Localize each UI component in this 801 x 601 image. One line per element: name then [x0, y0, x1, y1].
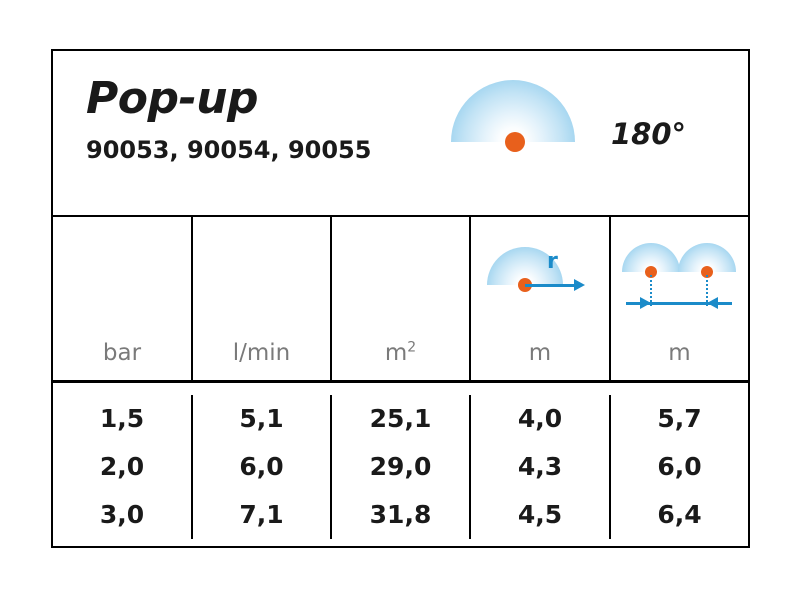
cell-lmin: 6,0: [191, 442, 330, 491]
table-row: 2,0 6,0 29,0 4,3 6,0: [53, 442, 748, 491]
spray-angle-label: 180°: [611, 117, 687, 151]
radius-arrow-line: [525, 284, 577, 287]
header-area-superscript: 2: [407, 339, 417, 356]
spacing-icon-holder: [611, 235, 748, 323]
cell-radius: 4,0: [469, 394, 609, 443]
spacing-arrow-right-icon: [706, 297, 718, 309]
value-bar: 1,5: [99, 403, 145, 433]
cell-area: 29,0: [330, 442, 469, 491]
spec-table: bar l/min m2 r: [53, 217, 748, 546]
header-cell-area: m2: [330, 217, 469, 380]
product-codes: 90053, 90054, 90055: [86, 136, 372, 164]
value-spacing: 6,0: [657, 451, 702, 481]
value-area: 25,1: [369, 403, 432, 433]
semicircle-180-spray-icon: [451, 80, 575, 142]
header-cell-bar: bar: [53, 217, 191, 380]
value-spacing: 5,7: [657, 403, 702, 433]
title-text-block: Pop-up 90053, 90054, 90055: [86, 73, 371, 165]
header-label-bar: bar: [102, 340, 142, 366]
cell-spacing: 6,4: [609, 490, 748, 539]
header-cell-spacing: m: [609, 217, 748, 380]
cell-bar: 3,0: [53, 491, 191, 539]
value-spacing: 6,4: [657, 499, 702, 529]
cell-spacing: 5,7: [609, 394, 748, 443]
spacing-nozzle-dot-left-icon: [644, 266, 657, 278]
product-spec-card: Pop-up 90053, 90054, 90055 180° bar l/mi…: [51, 49, 750, 548]
radius-icon-holder: r: [471, 235, 609, 323]
cell-radius: 4,3: [469, 442, 609, 491]
page-title: Pop-up: [86, 73, 259, 124]
table-header-row: bar l/min m2 r: [53, 217, 748, 383]
header-label-lmin: l/min: [232, 340, 291, 366]
value-radius: 4,3: [517, 451, 563, 481]
value-lmin: 5,1: [239, 403, 284, 433]
cell-spacing: 6,0: [609, 442, 748, 491]
radius-arrow-icon: r: [481, 235, 599, 305]
value-radius: 4,5: [517, 499, 563, 529]
value-area: 31,8: [369, 499, 432, 529]
spacing-guide-line-right: [705, 275, 708, 306]
spacing-measure-line: [625, 302, 732, 305]
title-band: Pop-up 90053, 90054, 90055 180°: [53, 51, 748, 217]
value-lmin: 7,1: [239, 499, 284, 529]
cell-lmin: 5,1: [191, 394, 330, 443]
nozzle-spacing-icon: [620, 235, 740, 321]
header-label-spacing: m: [668, 340, 691, 366]
table-row: 3,0 7,1 31,8 4,5 6,4: [53, 490, 748, 539]
spray-pattern-figure: 180°: [451, 75, 721, 175]
table-body: 1,5 5,1 25,1 4,0 5,7 2,0 6,0 29,0 4,3 6,…: [53, 383, 748, 546]
value-lmin: 6,0: [239, 451, 284, 481]
header-cell-lmin: l/min: [191, 217, 330, 380]
cell-area: 31,8: [330, 490, 469, 539]
radius-symbol-label: r: [547, 249, 558, 274]
value-radius: 4,0: [517, 403, 563, 433]
value-bar: 3,0: [99, 499, 145, 529]
spacing-nozzle-dot-right-icon: [700, 266, 713, 278]
header-label-area: m2: [384, 339, 417, 366]
spacing-guide-line-left: [649, 275, 652, 306]
nozzle-dot-icon: [505, 132, 525, 152]
header-cell-radius: r m: [469, 217, 609, 380]
cell-radius: 4,5: [469, 490, 609, 539]
header-label-radius: m: [528, 340, 552, 366]
cell-lmin: 7,1: [191, 490, 330, 539]
cell-area: 25,1: [330, 394, 469, 443]
radius-arrow-head-icon: [574, 279, 585, 291]
value-bar: 2,0: [99, 451, 145, 481]
table-row: 1,5 5,1 25,1 4,0 5,7: [53, 394, 748, 443]
value-area: 29,0: [369, 451, 432, 481]
cell-bar: 1,5: [53, 395, 191, 443]
spacing-arrow-left-icon: [639, 297, 651, 309]
cell-bar: 2,0: [53, 443, 191, 491]
